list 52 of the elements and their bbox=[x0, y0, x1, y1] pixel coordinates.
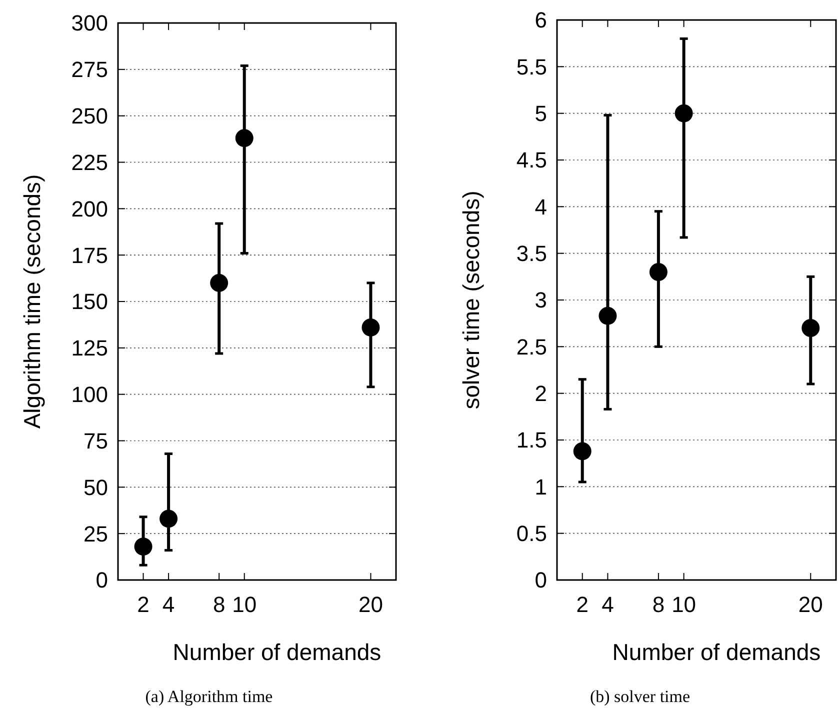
y-tick-label: 0.5 bbox=[516, 521, 547, 546]
text: (a) Algorithm time bbox=[145, 687, 273, 706]
y-tick-label: 6 bbox=[534, 8, 547, 33]
y-tick-label: 0 bbox=[96, 568, 108, 593]
x-tick-label: 4 bbox=[602, 592, 614, 617]
y-tick-label: 175 bbox=[71, 242, 108, 268]
y-axis-title: solver time (seconds) bbox=[458, 190, 484, 410]
y-tick-label: 100 bbox=[71, 382, 108, 408]
point bbox=[134, 538, 152, 556]
point bbox=[573, 442, 592, 460]
x-tick-label: 10 bbox=[232, 592, 257, 617]
x-tick-label: 4 bbox=[162, 592, 175, 617]
x-axis-title: Number of demands bbox=[172, 639, 382, 665]
y-tick-label: 250 bbox=[71, 104, 108, 129]
y-tick-label: 25 bbox=[84, 521, 108, 546]
y-tick-label: 300 bbox=[71, 10, 108, 36]
y-tick-label: 3 bbox=[534, 288, 547, 313]
y-tick-label: 3.5 bbox=[516, 241, 547, 266]
y-axis-title: Algorithm time (seconds) bbox=[19, 174, 45, 429]
x-tick-label: 8 bbox=[652, 592, 665, 617]
x-tick-label: 10 bbox=[672, 592, 696, 617]
x-tick-label: 2 bbox=[576, 592, 588, 617]
y-tick-label: 5.5 bbox=[516, 54, 547, 80]
y-tick-label: 125 bbox=[71, 336, 108, 361]
y-tick-label: 225 bbox=[71, 150, 108, 175]
y-tick-label: 4 bbox=[534, 194, 547, 220]
y-tick-label: 0 bbox=[534, 568, 547, 593]
point bbox=[649, 263, 668, 281]
y-tick-label: 275 bbox=[71, 57, 108, 82]
point bbox=[210, 274, 228, 292]
x-tick-label: 8 bbox=[212, 592, 226, 617]
y-tick-label: 1 bbox=[534, 474, 547, 500]
y-tick-label: 75 bbox=[84, 428, 108, 454]
y-tick-label: 5 bbox=[534, 101, 547, 126]
y-tick-label: 200 bbox=[71, 196, 108, 222]
x-axis-title: Number of demands bbox=[612, 639, 821, 665]
x-tick-label: 2 bbox=[137, 592, 150, 617]
x-tick-label: 20 bbox=[358, 592, 383, 617]
y-tick-label: 1.5 bbox=[516, 428, 547, 453]
point bbox=[362, 318, 380, 336]
point bbox=[160, 510, 178, 528]
y-tick-label: 2.5 bbox=[516, 334, 547, 360]
point bbox=[598, 306, 617, 325]
x-tick-label: 20 bbox=[798, 592, 823, 617]
point bbox=[235, 129, 254, 148]
y-tick-label: 50 bbox=[84, 474, 108, 500]
point bbox=[802, 319, 820, 337]
y-tick-label: 4.5 bbox=[516, 148, 547, 173]
y-tick-label: 150 bbox=[71, 289, 108, 314]
y-tick-label: 2 bbox=[534, 381, 547, 406]
point bbox=[674, 104, 693, 122]
text: (b) solver time bbox=[590, 687, 690, 706]
